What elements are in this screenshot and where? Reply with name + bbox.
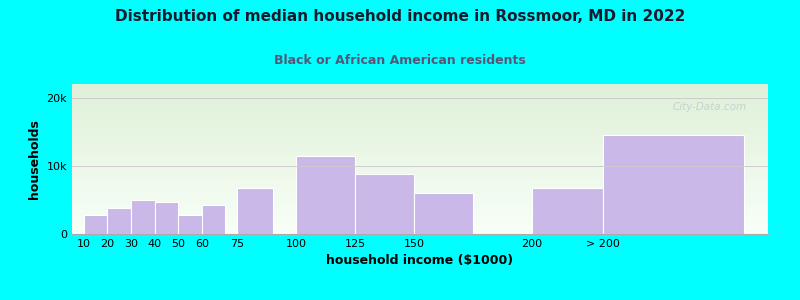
Bar xyxy=(532,188,603,234)
Bar xyxy=(603,135,745,234)
Bar xyxy=(107,208,131,234)
Bar xyxy=(178,215,202,234)
Bar xyxy=(154,202,178,234)
X-axis label: household income ($1000): household income ($1000) xyxy=(326,254,514,267)
Text: Distribution of median household income in Rossmoor, MD in 2022: Distribution of median household income … xyxy=(115,9,685,24)
Text: City-Data.com: City-Data.com xyxy=(673,102,747,112)
Bar xyxy=(414,193,473,234)
Bar xyxy=(131,200,154,234)
Bar xyxy=(84,215,107,234)
Bar xyxy=(355,174,414,234)
Bar xyxy=(237,188,273,234)
Y-axis label: households: households xyxy=(28,119,41,199)
Bar xyxy=(296,156,355,234)
Text: Black or African American residents: Black or African American residents xyxy=(274,54,526,67)
Bar xyxy=(202,206,226,234)
